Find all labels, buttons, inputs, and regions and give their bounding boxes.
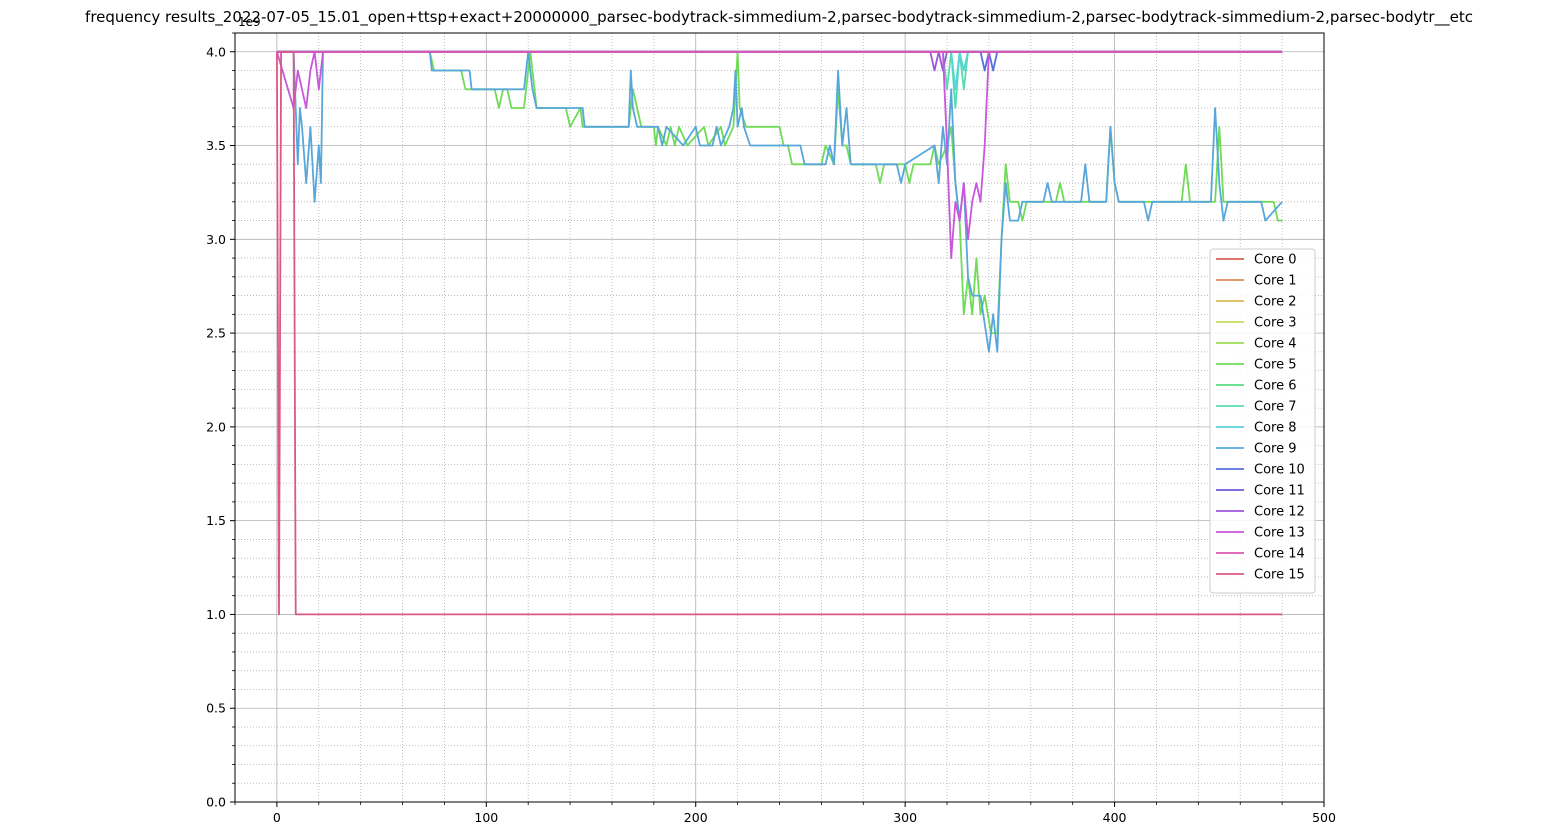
- legend-label: Core 13: [1254, 526, 1305, 541]
- series-line-core-15: [276, 50, 1283, 616]
- legend-box: [1209, 248, 1316, 594]
- legend-label: Core 10: [1254, 463, 1305, 478]
- x-tick-label: 400: [1103, 810, 1127, 825]
- y-tick-label: 0.0: [206, 795, 226, 810]
- x-tick-label: 100: [474, 810, 498, 825]
- series-line-core-9: [276, 50, 1283, 353]
- y-axis: 0.0 0.5 1.0 1.5 2.0 2.5 3.0 3.5 4.0: [206, 32, 235, 810]
- x-tick-label: 300: [893, 810, 917, 825]
- x-tick-label: 500: [1312, 810, 1336, 825]
- legend-label: Core 0: [1254, 253, 1297, 268]
- x-axis: 0 100 200 300 400 500: [234, 802, 1336, 825]
- legend-label: Core 11: [1254, 484, 1305, 499]
- legend-label: Core 14: [1254, 547, 1305, 562]
- legend-label: Core 2: [1254, 295, 1297, 310]
- legend-label: Core 4: [1254, 337, 1297, 352]
- chart-title: frequency results_2022-07-05_15.01_open+…: [85, 8, 1473, 27]
- series-lines: [276, 50, 1283, 616]
- legend-label: Core 9: [1254, 442, 1297, 457]
- y-tick-label: 1.0: [206, 607, 226, 622]
- legend-label: Core 8: [1254, 421, 1297, 436]
- y-tick-label: 2.0: [206, 419, 226, 434]
- legend: Core 0 Core 1 Core 2 Core 3 Core 4 Core 5 Core…: [1209, 248, 1316, 594]
- y-tick-label: 0.5: [206, 701, 226, 716]
- legend-label: Core 7: [1254, 400, 1297, 415]
- legend-label: Core 5: [1254, 358, 1297, 373]
- legend-label: Core 3: [1254, 316, 1297, 331]
- legend-label: Core 12: [1254, 505, 1305, 520]
- y-tick-label: 2.5: [206, 326, 226, 341]
- y-tick-label: 4.0: [206, 44, 226, 59]
- x-tick-label: 0: [273, 810, 281, 825]
- minor-gridlines: [234, 32, 1324, 802]
- legend-label: Core 6: [1254, 379, 1297, 394]
- x-tick-label: 200: [684, 810, 708, 825]
- legend-label: Core 1: [1254, 274, 1297, 289]
- y-scale-label: 1e9: [238, 15, 261, 29]
- y-tick-label: 1.5: [206, 513, 226, 528]
- y-tick-label: 3.5: [206, 138, 226, 153]
- y-tick-label: 3.0: [206, 232, 226, 247]
- series-line-core-13: [276, 50, 1283, 259]
- legend-label: Core 15: [1254, 568, 1305, 583]
